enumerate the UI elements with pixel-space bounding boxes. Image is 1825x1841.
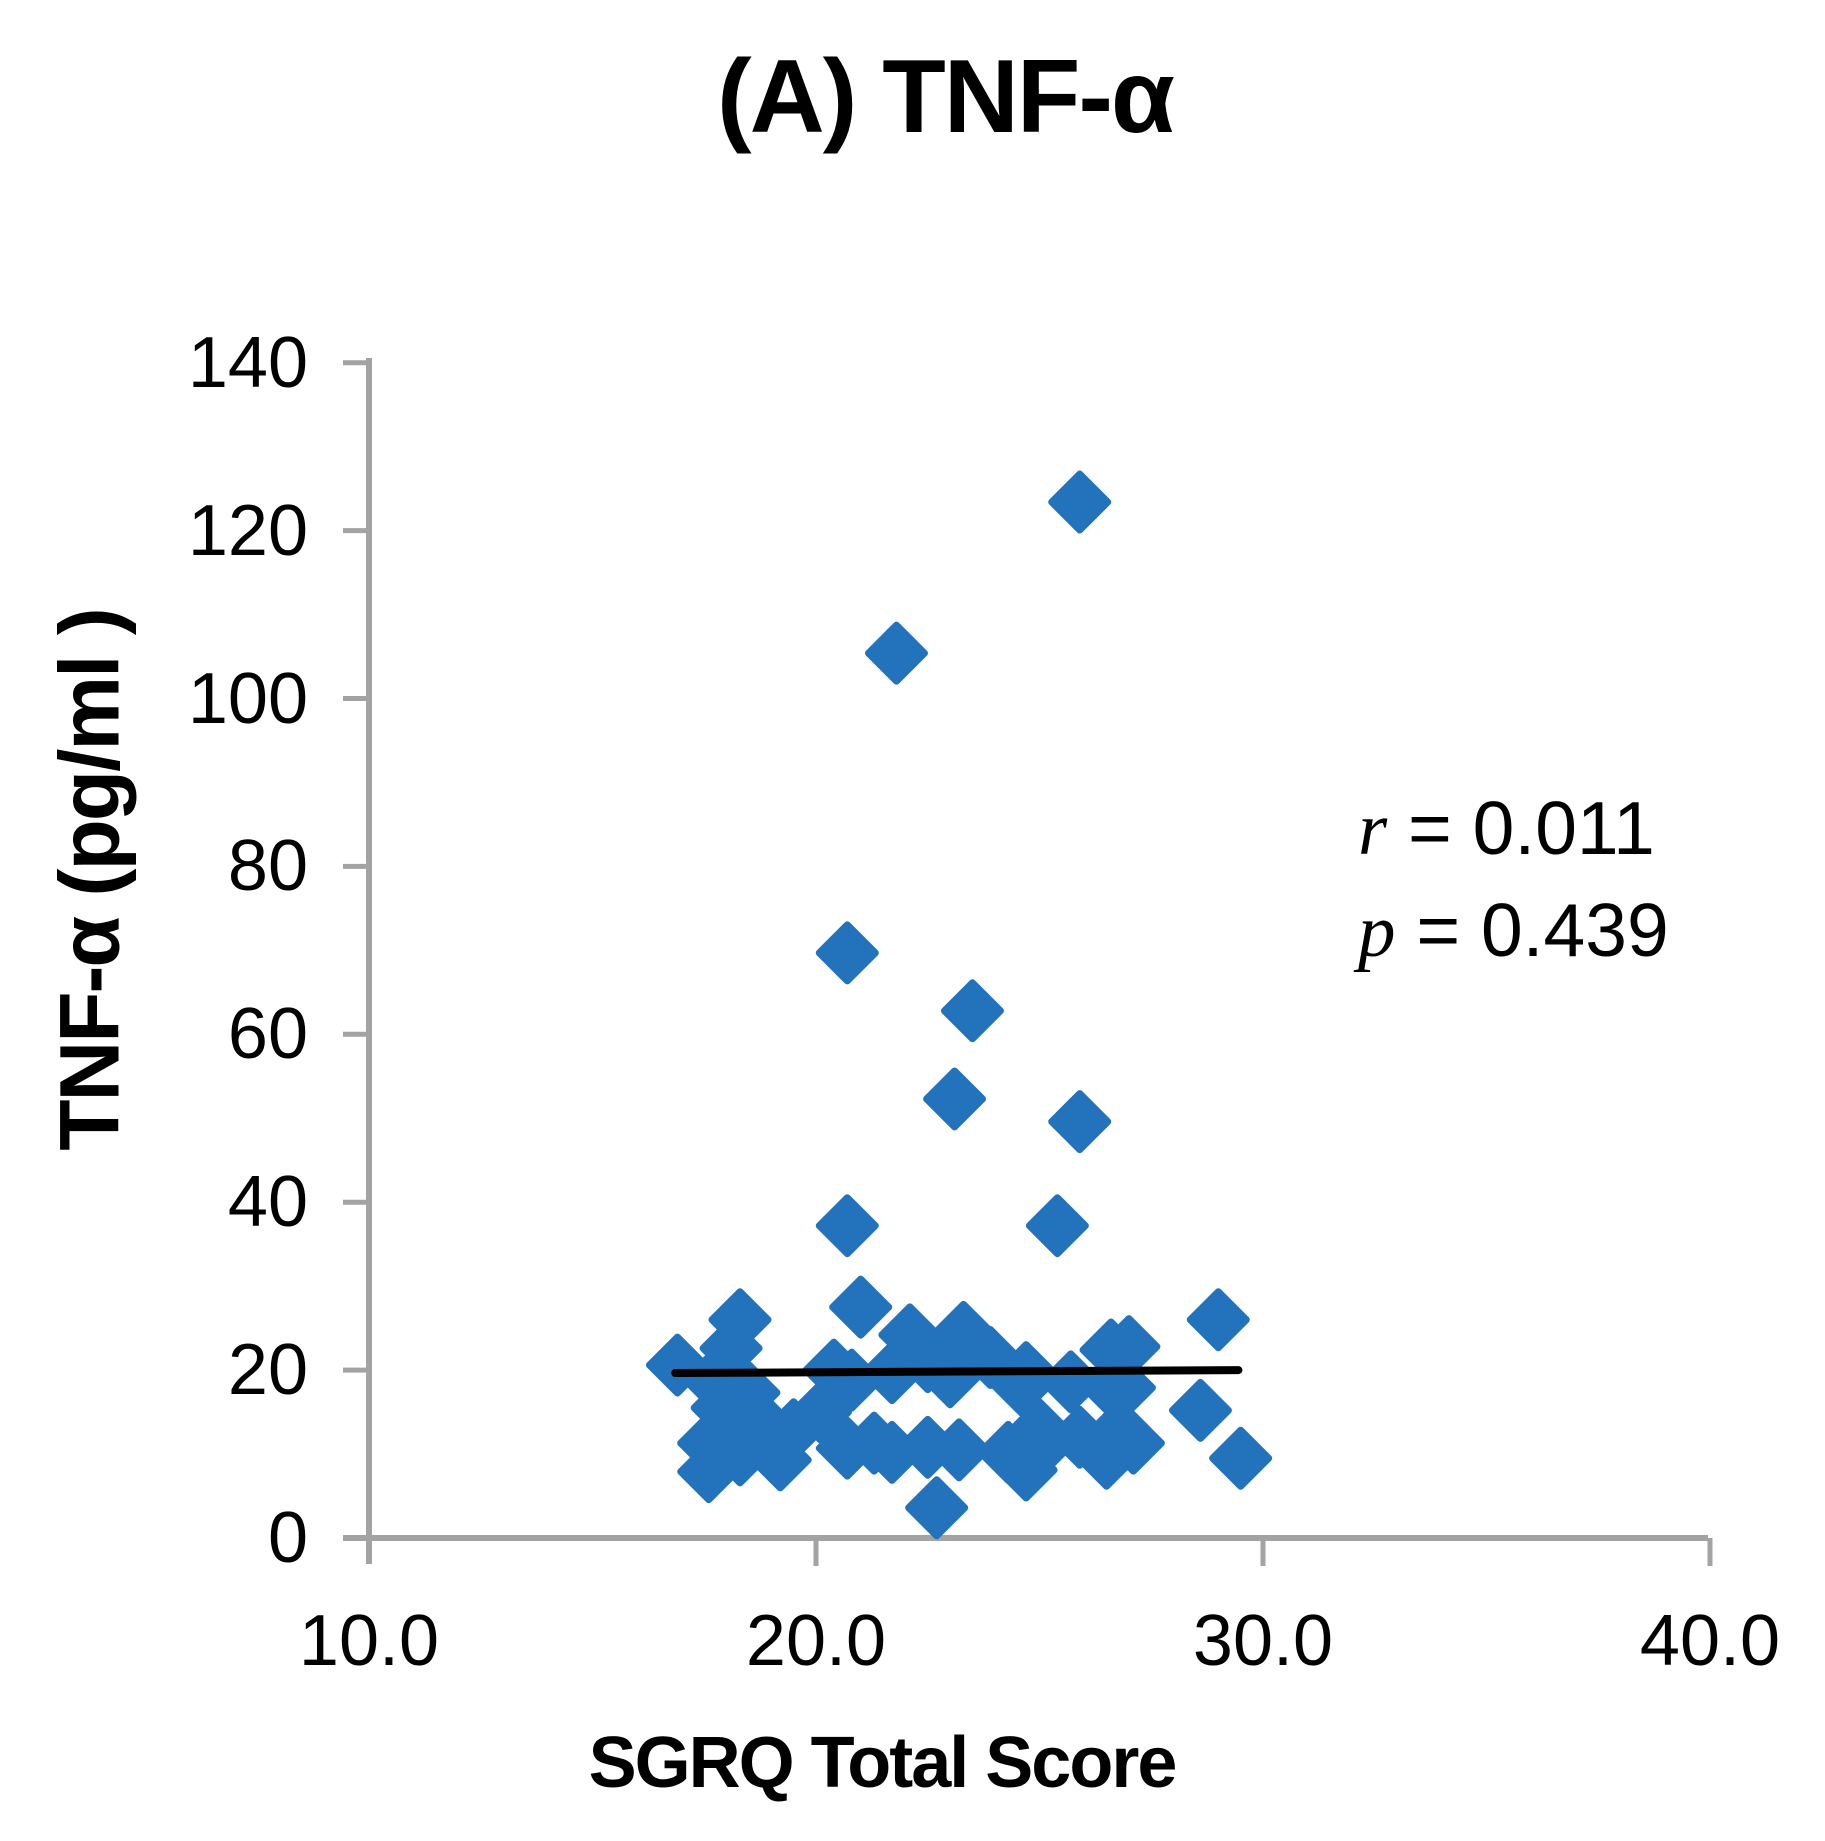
- scatter-point: [829, 1275, 893, 1339]
- scatter-point: [1186, 1288, 1250, 1352]
- scatter-point: [923, 1067, 987, 1131]
- scatter-point: [708, 1423, 772, 1487]
- scatter-point: [940, 979, 1004, 1043]
- annotation-r-symbol: r: [1358, 788, 1388, 871]
- scatter-point: [1048, 470, 1112, 534]
- y-tick-label: 140: [187, 322, 308, 403]
- scatter-point: [677, 1440, 741, 1504]
- x-axis-title: SGRQ Total Score: [588, 1723, 1178, 1803]
- scatter-point: [1168, 1378, 1232, 1442]
- scatter-point: [990, 1353, 1054, 1417]
- y-tick-label: 40: [227, 1162, 308, 1243]
- y-tick-label: 60: [227, 994, 308, 1075]
- trend-line: [671, 1366, 1243, 1378]
- annotation-p-symbol: p: [1358, 890, 1396, 973]
- scatter-point: [864, 621, 928, 685]
- y-tick-label: 20: [227, 1330, 308, 1411]
- scatter-point: [1209, 1426, 1273, 1490]
- scatter-point: [994, 1438, 1058, 1502]
- x-tick-label: 40.0: [1639, 1601, 1781, 1681]
- annotation-r-value: = 0.011: [1387, 786, 1655, 870]
- x-tick-label: 20.0: [745, 1601, 887, 1681]
- y-tick-label: 120: [187, 490, 308, 571]
- scatter-point: [905, 1476, 969, 1540]
- y-tick-label: 80: [227, 826, 308, 907]
- y-tick-label: 100: [187, 658, 308, 739]
- scatter-point: [815, 921, 879, 985]
- scatter-point: [1025, 1194, 1089, 1258]
- scatter-point: [748, 1428, 812, 1492]
- x-tick-label: 30.0: [1192, 1601, 1334, 1681]
- chart-title: (A) TNF-α: [717, 39, 1175, 155]
- scatter-point: [815, 1194, 879, 1258]
- y-tick-label: 0: [267, 1498, 308, 1578]
- scatter-point: [927, 1418, 991, 1482]
- scatter-point: [1048, 1090, 1112, 1154]
- annotation-p-value: = 0.439: [1395, 888, 1669, 972]
- annotation-p: p = 0.439: [1358, 893, 1669, 970]
- scatter-point: [1075, 1426, 1139, 1490]
- annotation-r: r = 0.011: [1358, 791, 1655, 868]
- x-tick-label: 10.0: [298, 1601, 440, 1681]
